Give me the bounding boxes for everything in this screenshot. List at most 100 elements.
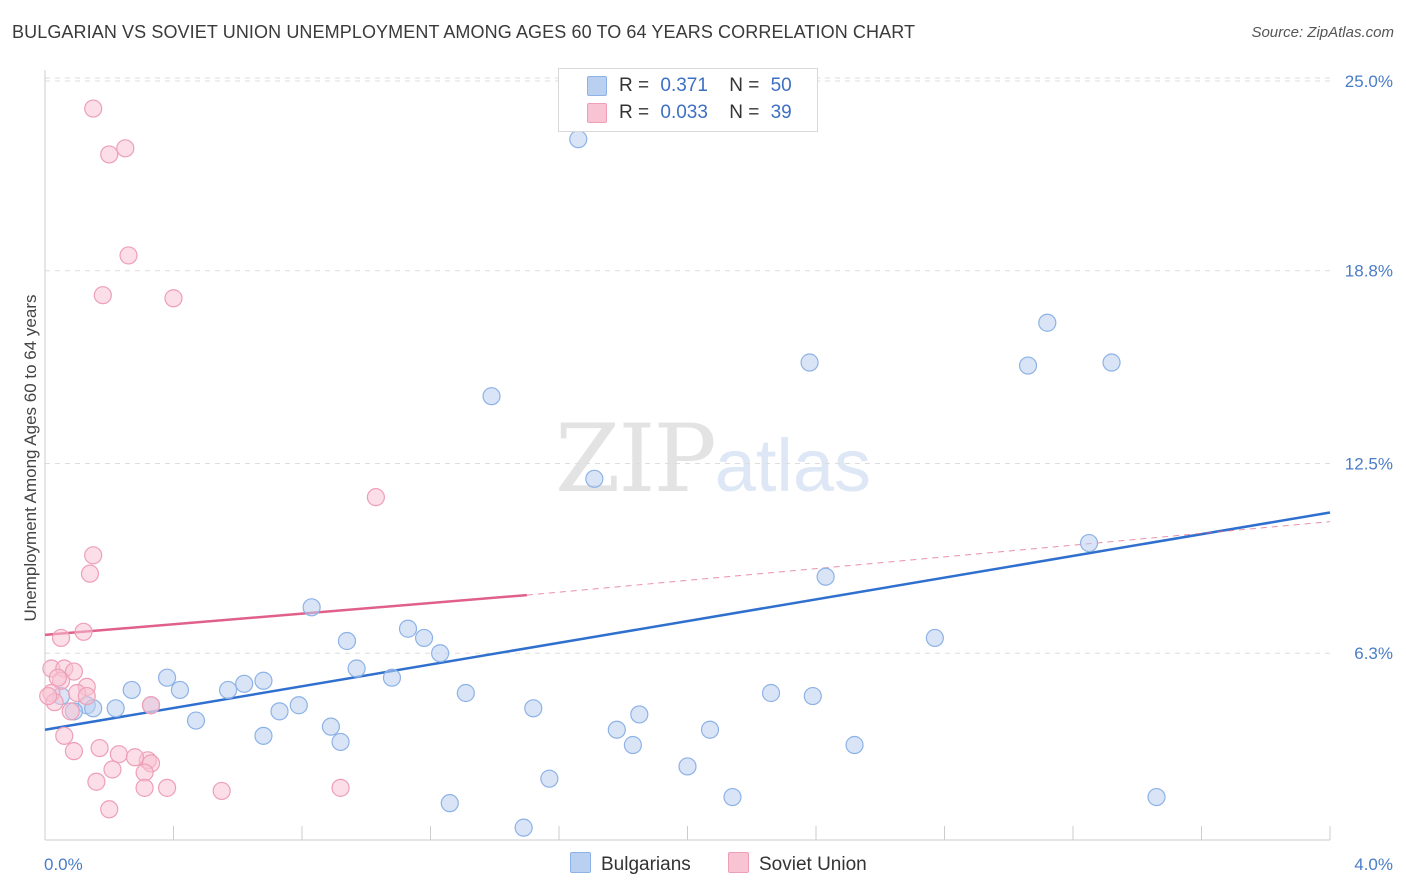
legend-swatch-bulgarians [587, 76, 607, 96]
point-bulgarians [1038, 313, 1057, 332]
watermark: ZIPatlas [555, 405, 871, 514]
point-soviet-union [48, 668, 67, 687]
point-bulgarians [803, 686, 822, 706]
point-bulgarians [321, 717, 341, 736]
point-soviet-union [331, 778, 350, 797]
source-label: Source: ZipAtlas.com [1251, 24, 1394, 41]
point-bulgarians [630, 705, 649, 724]
point-bulgarians [925, 628, 944, 648]
point-soviet-union [125, 748, 145, 767]
point-soviet-union [64, 662, 84, 681]
point-bulgarians [678, 757, 697, 776]
point-bulgarians [514, 818, 533, 837]
point-soviet-union [164, 289, 183, 308]
point-soviet-union [51, 628, 71, 648]
point-bulgarians [1102, 353, 1121, 372]
point-bulgarians [623, 735, 642, 755]
point-soviet-union [55, 726, 74, 745]
legend-n-value: 39 [770, 102, 792, 123]
point-bulgarians [254, 671, 273, 690]
point-bulgarians [382, 668, 402, 687]
point-soviet-union [84, 99, 103, 118]
trend-line-soviet-union [44, 593, 527, 637]
point-bulgarians [331, 732, 350, 752]
point-soviet-union [87, 772, 106, 791]
trend-line-soviet-union [526, 521, 1331, 596]
point-bulgarians [569, 130, 588, 149]
point-soviet-union [212, 781, 231, 801]
bottom-legend-bulgarians[interactable]: Bulgarians [570, 852, 691, 876]
point-bulgarians [414, 628, 434, 648]
y-tick-label: 6.3% [1354, 644, 1393, 663]
axes [44, 70, 1331, 841]
bottom-legend-swatch-bulgarians [570, 852, 591, 873]
tick-labels: 6.3% 12.5% 18.8% 25.0% 0.0% 4.0% [44, 72, 1393, 874]
point-bulgarians [540, 769, 559, 788]
bottom-legend-label-soviet-union: Soviet Union [759, 854, 867, 875]
chart-title: BULGARIAN VS SOVIET UNION UNEMPLOYMENT A… [12, 22, 916, 42]
point-bulgarians [106, 699, 125, 718]
point-bulgarians [456, 683, 475, 703]
point-bulgarians [845, 735, 864, 755]
point-bulgarians [723, 787, 742, 807]
point-soviet-union [100, 145, 119, 164]
legend-r-label: R = [619, 75, 650, 96]
legend-swatch-soviet-union [587, 103, 607, 123]
point-bulgarians [1079, 533, 1099, 553]
bottom-legend-soviet-union[interactable]: Soviet Union [728, 852, 867, 876]
point-soviet-union [141, 696, 161, 715]
legend-r-value: 0.371 [660, 75, 708, 96]
point-bulgarians [170, 680, 190, 700]
y-axis-label: Unemployment Among Ages 60 to 64 years [21, 295, 40, 622]
point-bulgarians [816, 567, 835, 586]
gridlines [45, 77, 1330, 654]
point-bulgarians [524, 699, 543, 718]
point-bulgarians [398, 619, 418, 638]
x-tick-label: 4.0% [1354, 855, 1393, 874]
point-soviet-union [100, 800, 119, 819]
point-bulgarians [254, 726, 273, 745]
legend-n-label: N = [729, 102, 760, 123]
x-tick-label: 0.0% [44, 855, 83, 874]
point-bulgarians [440, 794, 459, 813]
legend-r-label: R = [619, 102, 650, 123]
y-tick-label: 25.0% [1345, 72, 1393, 91]
point-bulgarians [347, 659, 366, 678]
point-soviet-union [135, 763, 154, 782]
legend-row-bulgarians: R = 0.371 N = 50 [559, 73, 817, 99]
point-soviet-union [93, 286, 112, 305]
point-soviet-union [64, 742, 84, 761]
bottom-legend-swatch-soviet-union [728, 852, 749, 873]
point-bulgarians [235, 674, 254, 693]
point-soviet-union [61, 702, 80, 721]
point-bulgarians [1018, 356, 1038, 375]
point-soviet-union [119, 246, 138, 265]
legend-row-soviet-union: R = 0.033 N = 39 [559, 100, 817, 126]
point-soviet-union [39, 686, 58, 706]
point-bulgarians [157, 668, 177, 687]
point-soviet-union [157, 778, 177, 797]
trend-line-bulgarians [44, 511, 1331, 731]
point-bulgarians [482, 387, 501, 406]
trend-lines [44, 511, 1331, 731]
point-bulgarians [700, 720, 720, 739]
y-tick-label: 12.5% [1345, 455, 1393, 474]
point-bulgarians [289, 696, 308, 715]
y-tick-label: 18.8% [1345, 262, 1393, 281]
point-bulgarians [337, 631, 357, 651]
point-bulgarians [761, 683, 781, 703]
point-bulgarians [1147, 787, 1166, 807]
data-points [39, 99, 1166, 837]
point-soviet-union [90, 738, 109, 758]
point-soviet-union [109, 745, 128, 764]
legend-r-value: 0.033 [660, 102, 708, 123]
point-bulgarians [186, 711, 206, 730]
point-bulgarians [800, 353, 819, 372]
point-bulgarians [219, 680, 238, 700]
watermark-zip: ZIP [555, 405, 717, 514]
point-soviet-union [84, 546, 103, 565]
legend: R = 0.371 N = 50 R = 0.033 N = 39 [558, 68, 818, 132]
point-soviet-union [366, 488, 385, 507]
legend-n-value: 50 [770, 75, 792, 96]
